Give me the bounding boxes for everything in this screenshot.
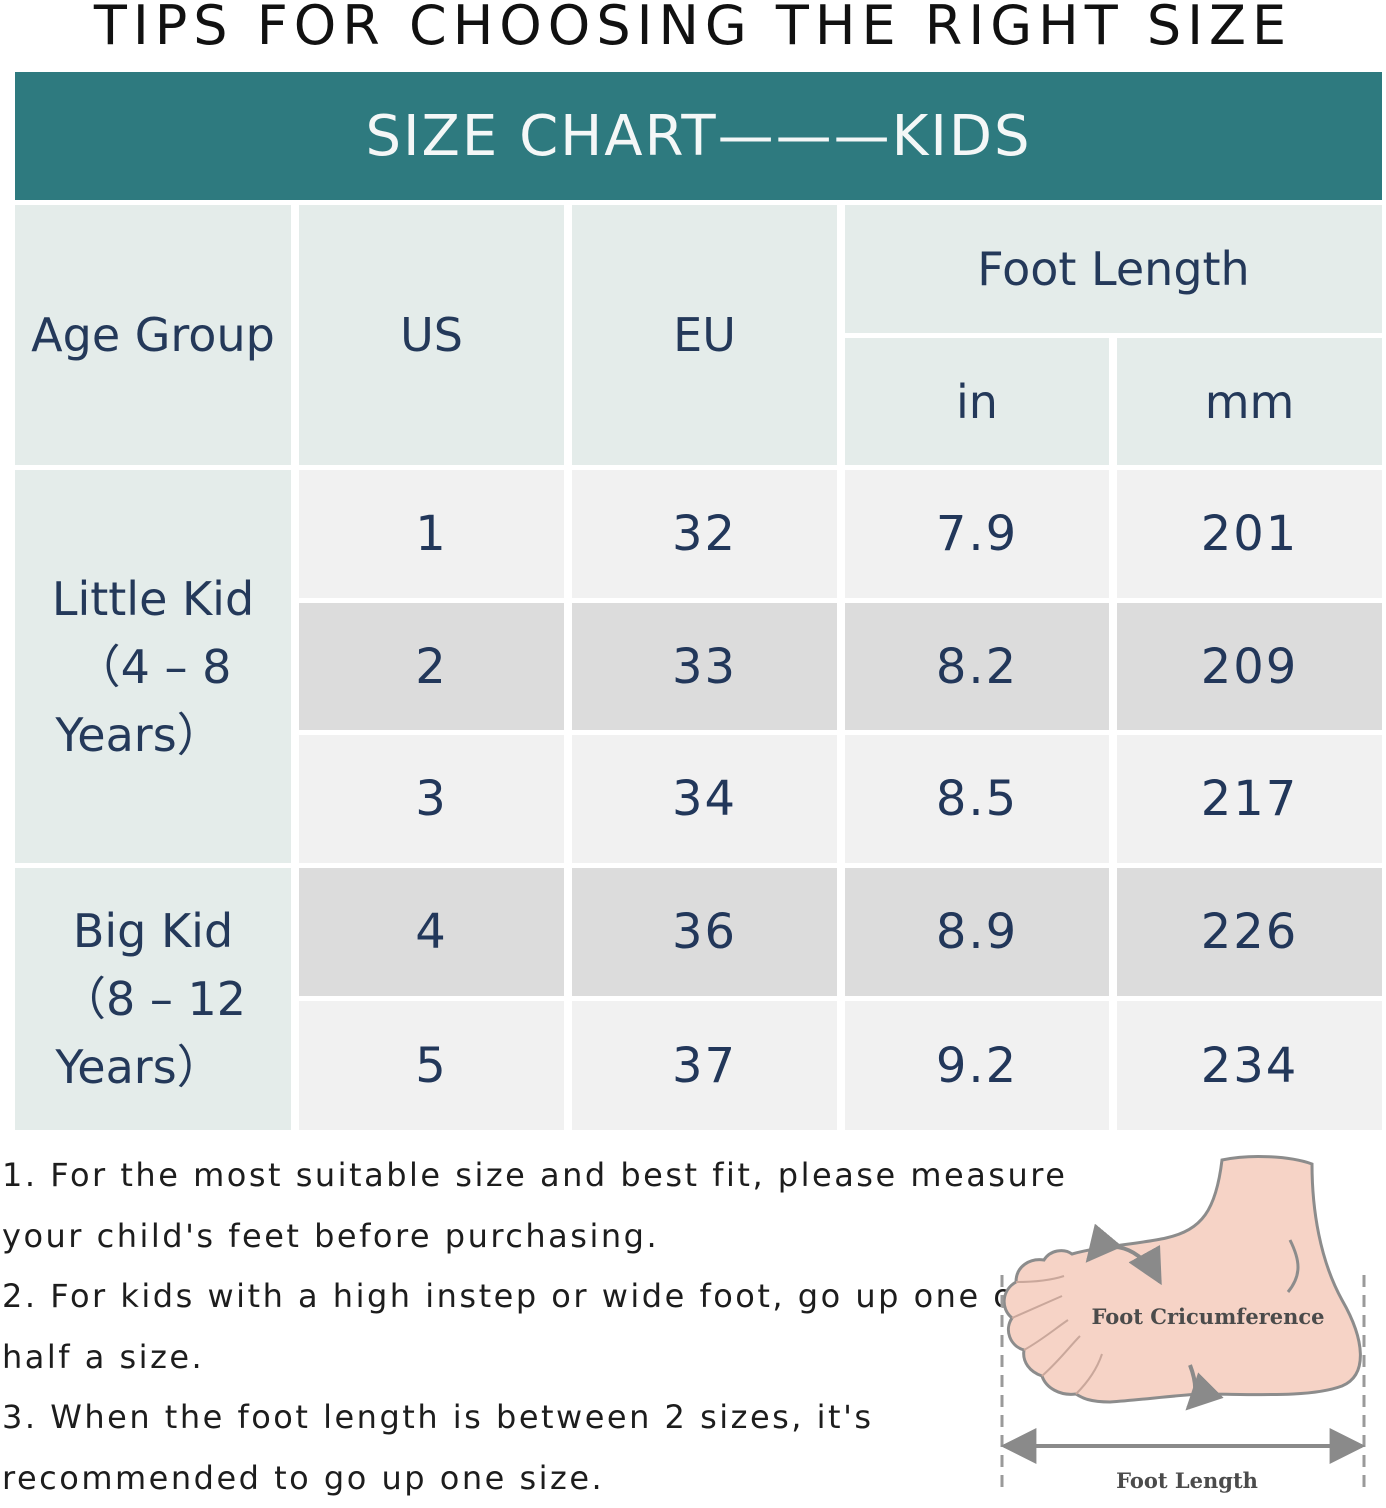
table-cell-mm: 217 xyxy=(1117,735,1382,863)
table-cell-eu: 32 xyxy=(572,470,837,598)
tip-line: recommended to go up one size. xyxy=(2,1448,977,1508)
table-cell-us: 3 xyxy=(299,735,564,863)
header-mm: mm xyxy=(1117,338,1382,465)
tip-line: 2. For kids with a high instep or wide f… xyxy=(2,1266,977,1327)
table-cell-eu: 36 xyxy=(572,868,837,996)
header-us: US xyxy=(299,205,564,465)
sizing-tips: 1. For the most suitable size and best f… xyxy=(2,1145,977,1508)
size-chart-banner: SIZE CHART———KIDS xyxy=(15,72,1382,200)
age-group-line: （8 – 12 xyxy=(60,965,246,1033)
tip-line: 3. When the foot length is between 2 siz… xyxy=(2,1387,977,1448)
age-group-line: Years） xyxy=(55,701,222,769)
page-title: TIPS FOR CHOOSING THE RIGHT SIZE xyxy=(0,0,1386,58)
table-cell-in: 9.2 xyxy=(845,1001,1109,1130)
header-eu: EU xyxy=(572,205,837,465)
table-cell-in: 8.2 xyxy=(845,603,1109,730)
header-age-group: Age Group xyxy=(15,205,291,465)
table-cell-mm: 209 xyxy=(1117,603,1382,730)
age-group-big-kid: Big Kid （8 – 12 Years） xyxy=(15,868,291,1130)
table-cell-mm: 201 xyxy=(1117,470,1382,598)
age-group-line: Little Kid xyxy=(52,565,254,633)
foot-illustration xyxy=(1004,1157,1360,1402)
tip-line: half a size. xyxy=(2,1327,977,1388)
table-cell-us: 5 xyxy=(299,1001,564,1130)
foot-circumference-label: Foot Cricumference xyxy=(1091,1304,1324,1329)
tip-line: 1. For the most suitable size and best f… xyxy=(2,1145,977,1206)
table-cell-eu: 33 xyxy=(572,603,837,730)
age-group-line: （4 – 8 xyxy=(75,633,232,701)
table-cell-us: 2 xyxy=(299,603,564,730)
table-cell-us: 1 xyxy=(299,470,564,598)
table-cell-eu: 37 xyxy=(572,1001,837,1130)
table-cell-in: 8.9 xyxy=(845,868,1109,996)
header-in: in xyxy=(845,338,1109,465)
tip-line: your child's feet before purchasing. xyxy=(2,1206,977,1267)
age-group-line: Big Kid xyxy=(73,897,233,965)
table-cell-in: 8.5 xyxy=(845,735,1109,863)
table-cell-mm: 226 xyxy=(1117,868,1382,996)
foot-length-label: Foot Length xyxy=(1116,1468,1258,1493)
banner-title: SIZE CHART———KIDS xyxy=(15,72,1382,200)
foot-measurement-diagram: Foot Cricumference Foot Length xyxy=(990,1150,1380,1495)
header-foot-length: Foot Length xyxy=(845,205,1382,333)
age-group-line: Years） xyxy=(55,1033,222,1101)
table-cell-in: 7.9 xyxy=(845,470,1109,598)
age-group-little-kid: Little Kid （4 – 8 Years） xyxy=(15,470,291,863)
table-cell-mm: 234 xyxy=(1117,1001,1382,1130)
table-cell-eu: 34 xyxy=(572,735,837,863)
table-cell-us: 4 xyxy=(299,868,564,996)
